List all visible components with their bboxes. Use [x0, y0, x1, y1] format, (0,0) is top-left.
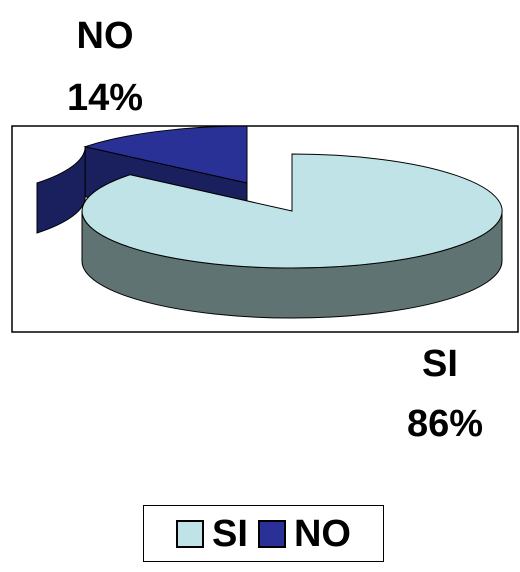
legend: SI NO [143, 505, 384, 562]
plot-area-border [11, 125, 519, 333]
legend-swatch-si [176, 519, 205, 548]
legend-swatch-no [257, 519, 286, 548]
no-percent-label: 14% [66, 77, 144, 119]
slice-no-side [36, 146, 86, 234]
legend-item-no: NO [257, 512, 351, 555]
no-category-label: NO [76, 15, 134, 57]
legend-item-si: SI [176, 514, 248, 554]
slice-si [81, 153, 503, 269]
si-percent-label: 86% [406, 403, 484, 445]
slice-no [83, 125, 248, 184]
legend-label-no: NO [293, 512, 351, 555]
si-category-label: SI [422, 343, 458, 385]
legend-label-si: SI [212, 512, 248, 555]
